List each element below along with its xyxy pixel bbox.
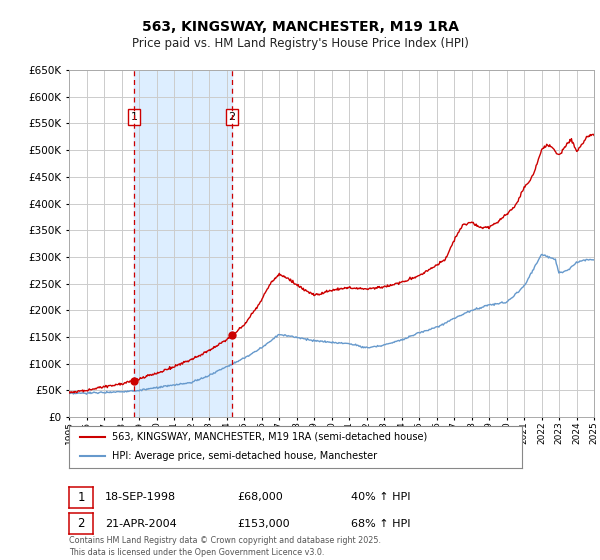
Text: 1: 1 xyxy=(77,491,85,504)
Text: 563, KINGSWAY, MANCHESTER, M19 1RA: 563, KINGSWAY, MANCHESTER, M19 1RA xyxy=(142,20,458,34)
Text: 68% ↑ HPI: 68% ↑ HPI xyxy=(351,519,410,529)
Text: 21-APR-2004: 21-APR-2004 xyxy=(105,519,177,529)
Text: HPI: Average price, semi-detached house, Manchester: HPI: Average price, semi-detached house,… xyxy=(112,451,377,461)
Text: 2: 2 xyxy=(229,112,235,122)
Text: 18-SEP-1998: 18-SEP-1998 xyxy=(105,492,176,502)
Text: Contains HM Land Registry data © Crown copyright and database right 2025.
This d: Contains HM Land Registry data © Crown c… xyxy=(69,536,381,557)
Text: £68,000: £68,000 xyxy=(237,492,283,502)
Text: Price paid vs. HM Land Registry's House Price Index (HPI): Price paid vs. HM Land Registry's House … xyxy=(131,37,469,50)
Text: £153,000: £153,000 xyxy=(237,519,290,529)
Text: 40% ↑ HPI: 40% ↑ HPI xyxy=(351,492,410,502)
Bar xyxy=(134,70,232,417)
Text: 1: 1 xyxy=(131,112,137,122)
Text: 2: 2 xyxy=(77,517,85,530)
Text: 563, KINGSWAY, MANCHESTER, M19 1RA (semi-detached house): 563, KINGSWAY, MANCHESTER, M19 1RA (semi… xyxy=(112,432,427,442)
